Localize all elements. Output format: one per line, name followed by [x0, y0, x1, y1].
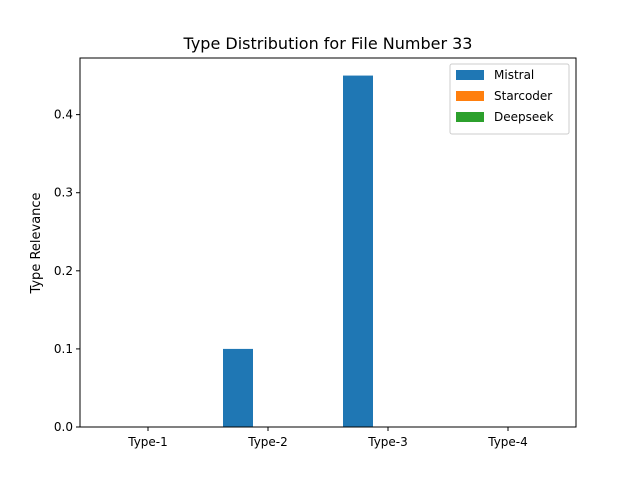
bar-mistral-type-2 — [223, 348, 253, 427]
axes-layer: Type-1 Type-2 Type-3 Type-4 0.0 0.1 0.2 0.3 0.4 — [54, 57, 577, 449]
x-tick-label: Type-4 — [487, 435, 528, 449]
y-tick-label: 0.4 — [54, 108, 73, 122]
x-tick-label: Type-2 — [247, 435, 288, 449]
x-tick-label: Type-3 — [367, 435, 408, 449]
legend-swatch-starcoder — [456, 91, 484, 101]
y-axis-label: Type Relevance — [29, 192, 44, 294]
bar-mistral-type-3 — [343, 75, 373, 428]
legend-label-deepseek: Deepseek — [494, 110, 554, 124]
y-tick-label: 0.1 — [54, 342, 73, 356]
chart-title: Type Distribution for File Number 33 — [183, 34, 473, 53]
x-tick-label: Type-1 — [127, 435, 168, 449]
legend: Mistral Starcoder Deepseek — [449, 63, 570, 135]
bars-layer — [223, 75, 373, 428]
y-tick-label: 0.2 — [54, 264, 73, 278]
y-tick-label: 0.3 — [54, 186, 73, 200]
legend-swatch-deepseek — [456, 112, 484, 122]
legend-label-starcoder: Starcoder — [494, 89, 552, 103]
plot-frame — [79, 57, 577, 428]
legend-label-mistral: Mistral — [494, 68, 534, 82]
legend-swatch-mistral — [456, 70, 484, 80]
y-tick-label: 0.0 — [54, 420, 73, 434]
